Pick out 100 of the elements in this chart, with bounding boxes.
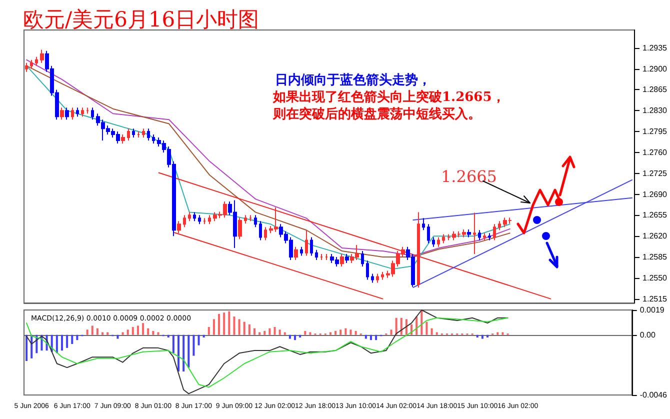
candlestick bbox=[254, 214, 257, 228]
candlestick bbox=[442, 234, 445, 244]
bar bbox=[96, 328, 98, 335]
candlestick bbox=[76, 107, 79, 118]
bar bbox=[167, 334, 170, 338]
candlestick bbox=[183, 214, 186, 228]
candlestick bbox=[345, 254, 349, 264]
candlestick bbox=[244, 214, 247, 224]
bar bbox=[116, 334, 119, 339]
bar bbox=[238, 319, 240, 335]
candlestick bbox=[467, 229, 471, 238]
y-tick-label: 1.2935 bbox=[642, 43, 668, 52]
annotation: 如果出现了红色箭头向上突破1.2665， bbox=[273, 88, 505, 106]
bar bbox=[147, 328, 150, 335]
candlestick bbox=[147, 128, 150, 142]
candlestick bbox=[432, 236, 435, 248]
bar bbox=[340, 330, 342, 335]
candlestick bbox=[310, 236, 313, 256]
bar bbox=[66, 334, 68, 348]
candlestick bbox=[315, 249, 318, 260]
candlestick bbox=[294, 246, 298, 260]
bar bbox=[192, 334, 195, 356]
line-series bbox=[26, 310, 508, 394]
bar bbox=[375, 334, 378, 340]
bar bbox=[202, 334, 205, 338]
bar bbox=[152, 330, 154, 335]
bar bbox=[178, 334, 180, 372]
bar bbox=[188, 334, 190, 368]
bar bbox=[198, 334, 200, 346]
bar bbox=[274, 327, 276, 335]
candlestick bbox=[127, 128, 130, 142]
candlestick bbox=[193, 212, 196, 222]
y-tick-label: 1.2550 bbox=[642, 273, 668, 282]
candlestick bbox=[188, 212, 191, 222]
y-tick-label: 0.00 bbox=[640, 330, 656, 340]
candlestick bbox=[488, 232, 491, 241]
candlestick bbox=[137, 131, 140, 138]
bar bbox=[157, 332, 160, 335]
candlestick bbox=[30, 59, 33, 70]
bar bbox=[400, 318, 402, 335]
annotation: 日内倾向于蓝色箭头走势， bbox=[275, 72, 431, 89]
bar bbox=[102, 332, 104, 335]
candlestick bbox=[478, 230, 481, 241]
bar bbox=[76, 334, 78, 340]
bar bbox=[243, 322, 246, 335]
bar bbox=[218, 314, 220, 335]
bar bbox=[502, 332, 504, 335]
candlestick bbox=[91, 107, 94, 120]
candlestick bbox=[422, 218, 425, 231]
bar bbox=[334, 330, 337, 335]
bar bbox=[122, 332, 124, 335]
bar bbox=[182, 334, 185, 372]
bar bbox=[233, 316, 236, 335]
candlestick bbox=[208, 214, 211, 225]
bar bbox=[278, 330, 281, 335]
bar bbox=[86, 330, 88, 335]
candlestick bbox=[198, 214, 201, 225]
bar bbox=[299, 334, 302, 338]
candlestick bbox=[483, 232, 486, 241]
bar bbox=[486, 334, 488, 338]
bar bbox=[253, 328, 256, 335]
candlestick bbox=[132, 128, 135, 138]
candlestick bbox=[203, 218, 206, 225]
candlestick bbox=[81, 107, 84, 118]
y-tick-label: 1.2760 bbox=[642, 148, 668, 157]
candlestick bbox=[40, 49, 44, 64]
bar bbox=[395, 318, 398, 335]
candlestick bbox=[381, 271, 384, 280]
bar bbox=[228, 311, 230, 335]
candlestick bbox=[86, 107, 89, 114]
candlestick bbox=[320, 254, 323, 260]
annotation: 1.2665 bbox=[441, 167, 497, 186]
candlestick bbox=[325, 254, 328, 260]
bar bbox=[258, 332, 261, 335]
bar bbox=[142, 323, 144, 335]
candlestick bbox=[142, 128, 145, 138]
bar bbox=[208, 327, 210, 335]
candlestick bbox=[177, 220, 181, 234]
bar bbox=[364, 334, 367, 339]
bar bbox=[248, 324, 250, 335]
candlestick bbox=[25, 62, 28, 72]
bar bbox=[496, 332, 499, 335]
candlestick bbox=[60, 107, 64, 120]
candlestick bbox=[35, 56, 38, 66]
bar bbox=[26, 334, 28, 361]
candlestick bbox=[264, 226, 267, 241]
candlestick bbox=[493, 224, 496, 241]
bar bbox=[288, 334, 291, 339]
candlestick bbox=[121, 134, 125, 144]
bar bbox=[436, 332, 438, 335]
candlestick bbox=[361, 250, 364, 268]
bar bbox=[294, 334, 296, 340]
y-tick-label: 1.2725 bbox=[642, 168, 668, 178]
y-tick-label: 1.2900 bbox=[642, 64, 668, 74]
candlestick bbox=[498, 220, 501, 231]
bar bbox=[268, 328, 271, 335]
bar bbox=[344, 328, 347, 335]
candlestick bbox=[238, 217, 242, 240]
candlestick bbox=[371, 273, 374, 284]
bar bbox=[476, 334, 478, 338]
